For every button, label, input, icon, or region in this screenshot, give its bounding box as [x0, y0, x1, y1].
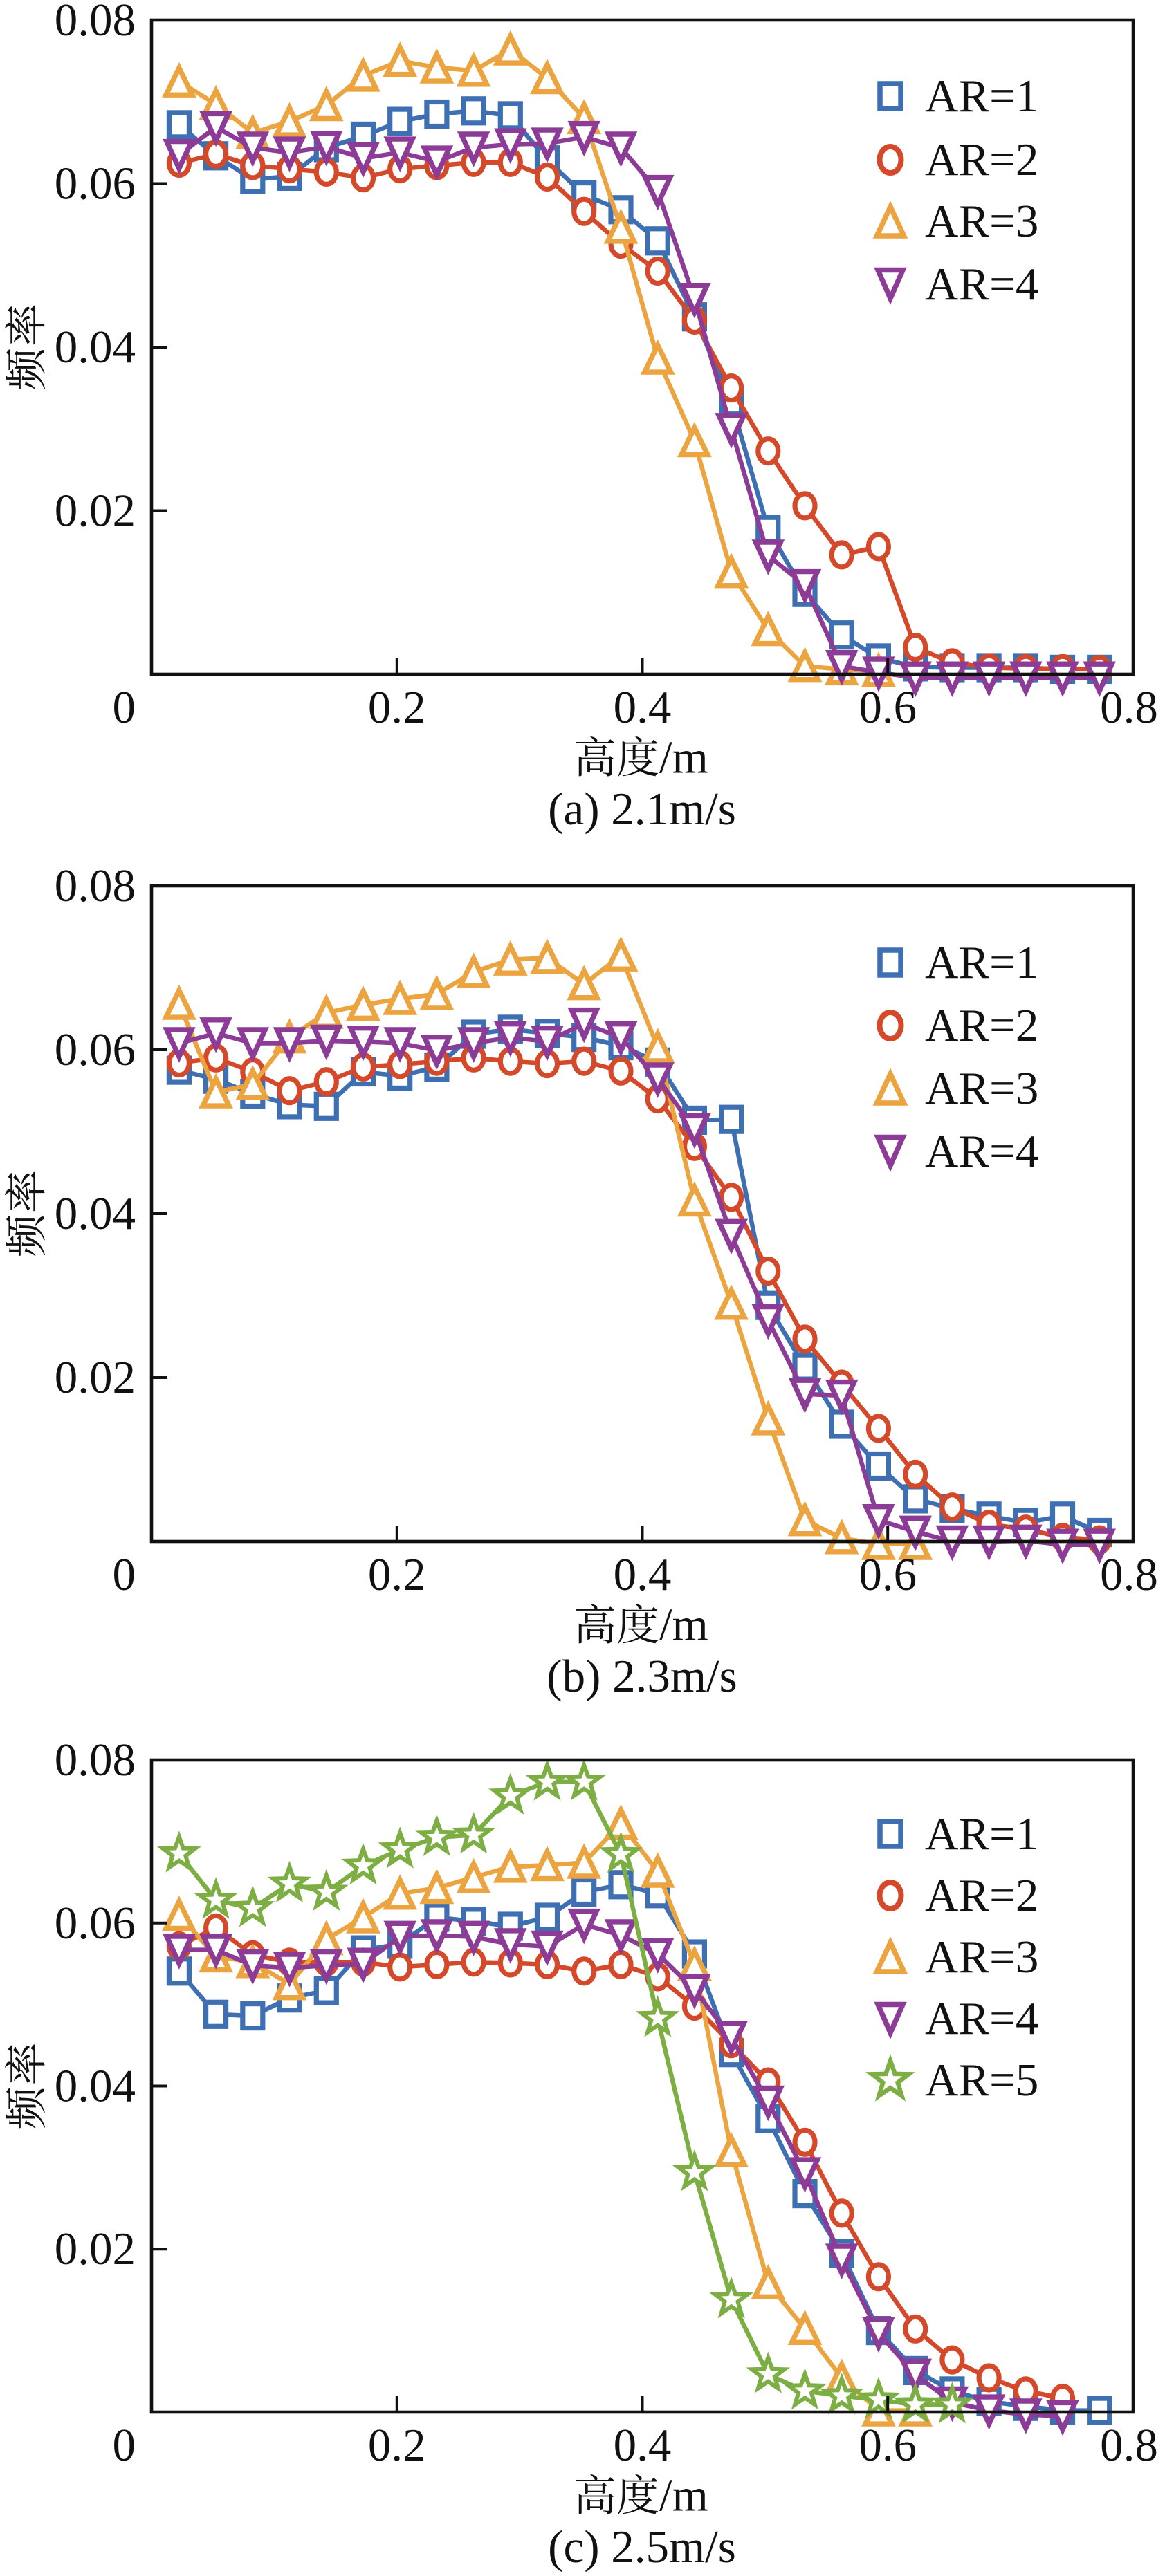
svg-text:0.8: 0.8 [1100, 682, 1158, 733]
svg-text:(c) 2.5m/s: (c) 2.5m/s [548, 2521, 736, 2573]
svg-text:0.06: 0.06 [55, 158, 136, 210]
svg-text:0.02: 0.02 [55, 1352, 136, 1403]
svg-text:0.06: 0.06 [55, 1898, 136, 1949]
svg-text:/m: /m [659, 2470, 708, 2521]
svg-text:0.6: 0.6 [859, 2420, 917, 2471]
svg-text:0.4: 0.4 [614, 2420, 672, 2471]
svg-text:0.08: 0.08 [55, 860, 136, 911]
svg-text:0.04: 0.04 [55, 322, 136, 373]
svg-text:AR=4: AR=4 [925, 1126, 1038, 1177]
svg-text:0.2: 0.2 [368, 1549, 426, 1600]
svg-text:0.8: 0.8 [1100, 1549, 1158, 1600]
svg-text:AR=1: AR=1 [925, 71, 1038, 122]
svg-text:AR=3: AR=3 [925, 1063, 1038, 1114]
svg-text:0.02: 0.02 [55, 2223, 136, 2274]
svg-text:0.2: 0.2 [368, 682, 426, 733]
svg-text:0.6: 0.6 [859, 1549, 917, 1600]
svg-text:0.8: 0.8 [1100, 2420, 1158, 2471]
svg-text:0.08: 0.08 [55, 0, 136, 46]
svg-text:AR=3: AR=3 [925, 196, 1038, 247]
svg-text:0.06: 0.06 [55, 1024, 136, 1075]
svg-text:AR=3: AR=3 [925, 1931, 1038, 1983]
svg-text:AR=5: AR=5 [925, 2055, 1038, 2106]
svg-text:AR=2: AR=2 [925, 1000, 1038, 1051]
svg-text:0.02: 0.02 [55, 485, 136, 537]
svg-text:AR=4: AR=4 [925, 1993, 1038, 2044]
svg-text:0.4: 0.4 [614, 682, 672, 733]
svg-text:0.4: 0.4 [614, 1549, 672, 1600]
svg-text:AR=4: AR=4 [925, 259, 1038, 310]
svg-text:AR=2: AR=2 [925, 1870, 1038, 1921]
svg-text:/m: /m [659, 732, 708, 784]
svg-text:/m: /m [659, 1600, 708, 1651]
svg-text:AR=1: AR=1 [925, 1808, 1038, 1860]
svg-text:AR=2: AR=2 [925, 134, 1038, 185]
svg-text:0.04: 0.04 [55, 1188, 136, 1239]
svg-text:(a) 2.1m/s: (a) 2.1m/s [548, 784, 736, 835]
svg-text:0.08: 0.08 [55, 1734, 136, 1786]
svg-text:0: 0 [113, 1549, 136, 1600]
svg-text:0.6: 0.6 [859, 682, 917, 733]
svg-text:0: 0 [113, 682, 136, 733]
svg-text:(b) 2.3m/s: (b) 2.3m/s [547, 1651, 737, 1702]
svg-text:0.2: 0.2 [368, 2420, 426, 2471]
svg-text:AR=1: AR=1 [925, 937, 1038, 988]
svg-text:0: 0 [113, 2420, 136, 2471]
svg-text:0.04: 0.04 [55, 2061, 136, 2112]
